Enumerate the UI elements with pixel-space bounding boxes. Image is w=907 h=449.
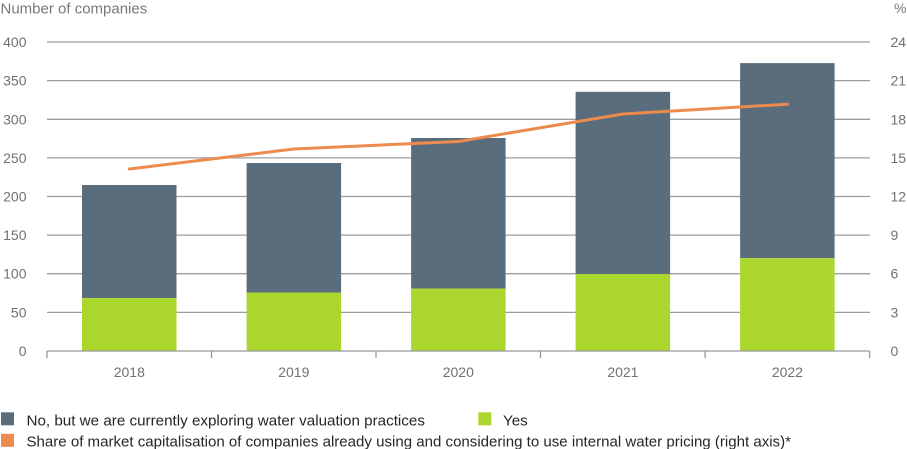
svg-text:2020: 2020 [443, 364, 474, 380]
svg-text:2022: 2022 [772, 364, 803, 380]
svg-text:Number of companies: Number of companies [1, 1, 148, 18]
svg-text:3: 3 [891, 304, 899, 320]
svg-text:250: 250 [3, 150, 27, 166]
svg-text:150: 150 [3, 227, 27, 243]
svg-text:Yes: Yes [503, 412, 528, 429]
svg-text:Share of market capitalisation: Share of market capitalisation of compan… [27, 434, 792, 449]
svg-text:21: 21 [891, 73, 907, 89]
svg-text:0: 0 [891, 343, 899, 359]
svg-text:2021: 2021 [607, 364, 638, 380]
svg-text:No, but we are currently explo: No, but we are currently exploring water… [27, 412, 426, 429]
svg-text:18: 18 [891, 111, 907, 127]
svg-text:12: 12 [891, 189, 907, 205]
svg-text:2019: 2019 [278, 364, 309, 380]
svg-text:100: 100 [3, 266, 27, 282]
svg-text:%: % [894, 0, 906, 16]
svg-text:200: 200 [3, 189, 27, 205]
svg-text:350: 350 [3, 73, 27, 89]
svg-text:50: 50 [11, 304, 27, 320]
svg-text:24: 24 [891, 34, 907, 50]
svg-text:400: 400 [3, 34, 27, 50]
svg-text:15: 15 [891, 150, 907, 166]
svg-text:300: 300 [3, 111, 27, 127]
svg-text:9: 9 [891, 227, 899, 243]
svg-text:2018: 2018 [114, 364, 145, 380]
svg-text:0: 0 [19, 343, 27, 359]
svg-text:6: 6 [891, 266, 899, 282]
